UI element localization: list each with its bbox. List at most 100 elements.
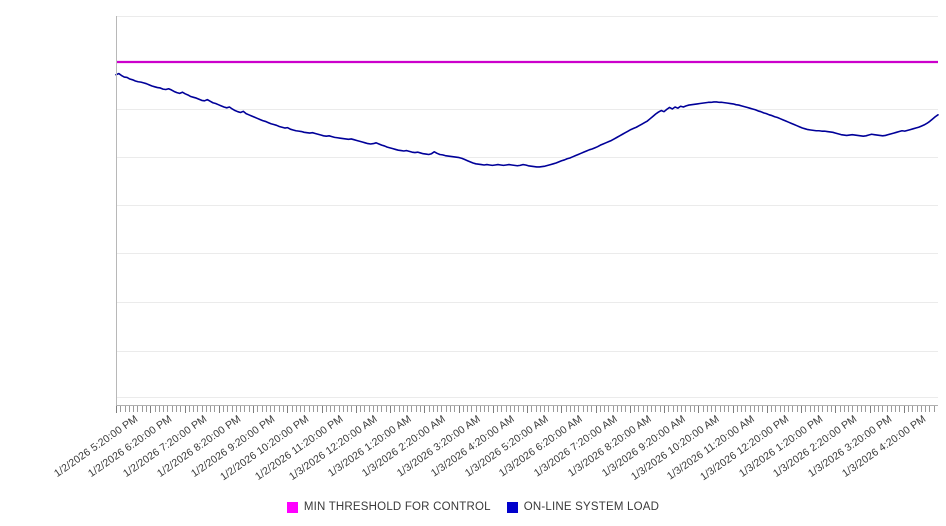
x-axis-tick xyxy=(664,406,665,413)
x-axis-tick xyxy=(240,406,241,412)
x-axis-tick xyxy=(600,406,601,412)
x-axis-tick xyxy=(801,406,802,413)
x-axis-tick xyxy=(553,406,554,412)
x-axis-tick xyxy=(450,406,451,412)
x-axis-tick xyxy=(446,406,447,412)
x-axis-tick xyxy=(364,406,365,412)
x-axis-tick xyxy=(197,406,198,412)
x-axis-tick xyxy=(390,406,391,413)
x-axis-tick xyxy=(733,406,734,413)
x-axis-tick xyxy=(514,406,515,412)
x-axis-tick xyxy=(137,406,138,412)
x-axis-tick xyxy=(313,406,314,412)
x-axis-tick xyxy=(223,406,224,412)
x-axis-tick xyxy=(493,406,494,413)
legend-item-min-threshold-for-control[interactable]: MIN THRESHOLD FOR CONTROL xyxy=(286,501,491,513)
legend-item-on-line-system-load[interactable]: ON-LINE SYSTEM LOAD xyxy=(506,501,660,513)
x-axis-tick xyxy=(262,406,263,412)
x-axis-tick xyxy=(574,406,575,412)
x-axis-tick xyxy=(334,406,335,412)
x-axis-tick xyxy=(566,406,567,412)
x-axis-tick xyxy=(125,406,126,412)
x-axis-tick xyxy=(690,406,691,412)
x-axis-tick xyxy=(685,406,686,412)
x-axis-tick xyxy=(142,406,143,412)
x-axis-tick xyxy=(257,406,258,412)
x-axis-tick xyxy=(317,406,318,412)
x-axis-tick xyxy=(176,406,177,412)
x-axis-tick xyxy=(681,406,682,412)
x-axis-tick xyxy=(737,406,738,412)
x-axis-tick xyxy=(244,406,245,412)
x-axis-tick xyxy=(416,406,417,412)
x-axis-tick xyxy=(818,406,819,412)
x-axis-tick xyxy=(874,406,875,412)
x-axis-tick xyxy=(381,406,382,412)
x-axis-tick xyxy=(172,406,173,412)
x-axis-tick xyxy=(630,406,631,413)
x-axis-tick xyxy=(638,406,639,412)
x-axis-tick xyxy=(249,406,250,412)
x-axis-tick xyxy=(386,406,387,412)
x-axis-tick xyxy=(792,406,793,412)
x-axis-tick xyxy=(454,406,455,412)
x-axis-tick xyxy=(814,406,815,412)
x-axis-tick xyxy=(878,406,879,412)
x-axis-tick xyxy=(476,406,477,412)
x-axis-tick xyxy=(351,406,352,412)
x-axis-tick xyxy=(185,406,186,413)
x-axis-tick xyxy=(180,406,181,412)
x-axis-tick xyxy=(720,406,721,412)
x-axis-tick xyxy=(497,406,498,412)
x-axis-tick xyxy=(570,406,571,412)
legend-label: MIN THRESHOLD FOR CONTROL xyxy=(303,501,491,513)
x-axis-tick xyxy=(304,406,305,412)
x-axis-tick xyxy=(527,406,528,413)
x-axis-tick xyxy=(758,406,759,412)
x-axis-tick xyxy=(283,406,284,412)
x-axis-tick xyxy=(236,406,237,412)
x-axis-tick xyxy=(232,406,233,412)
x-axis-line xyxy=(116,405,938,406)
x-axis-tick xyxy=(784,406,785,412)
x-axis-tick xyxy=(369,406,370,412)
x-axis-tick xyxy=(202,406,203,412)
y-axis-line xyxy=(116,16,117,405)
x-axis-tick xyxy=(394,406,395,412)
x-axis-tick xyxy=(429,406,430,412)
x-axis-tick xyxy=(805,406,806,412)
x-axis-tick xyxy=(531,406,532,412)
x-axis-tick xyxy=(189,406,190,412)
x-axis-tick xyxy=(891,406,892,412)
legend-label: ON-LINE SYSTEM LOAD xyxy=(523,501,660,513)
x-axis-tick xyxy=(651,406,652,412)
x-axis-tick xyxy=(309,406,310,412)
x-axis-tick xyxy=(214,406,215,412)
x-axis-tick xyxy=(827,406,828,412)
x-axis-tick xyxy=(865,406,866,412)
x-axis-tick xyxy=(904,406,905,413)
legend-swatch-blue xyxy=(506,501,518,513)
x-axis-tick xyxy=(647,406,648,412)
x-axis-tick xyxy=(715,406,716,412)
x-axis-tick xyxy=(557,406,558,412)
x-axis-tick xyxy=(625,406,626,412)
x-axis-tick xyxy=(227,406,228,412)
x-axis-tick xyxy=(694,406,695,412)
x-axis-tick xyxy=(356,406,357,413)
x-axis-tick xyxy=(767,406,768,413)
x-axis-tick xyxy=(861,406,862,412)
x-axis-tick xyxy=(822,406,823,412)
x-axis-tick xyxy=(253,406,254,413)
x-axis-tick xyxy=(745,406,746,412)
x-axis-tick xyxy=(561,406,562,413)
x-axis-tick xyxy=(921,406,922,412)
x-axis-tick xyxy=(848,406,849,412)
x-axis-tick xyxy=(835,406,836,413)
x-axis-tick xyxy=(287,406,288,413)
x-axis-tick xyxy=(604,406,605,412)
x-axis-tick xyxy=(501,406,502,412)
x-axis-tick xyxy=(754,406,755,412)
x-axis-tick xyxy=(471,406,472,412)
